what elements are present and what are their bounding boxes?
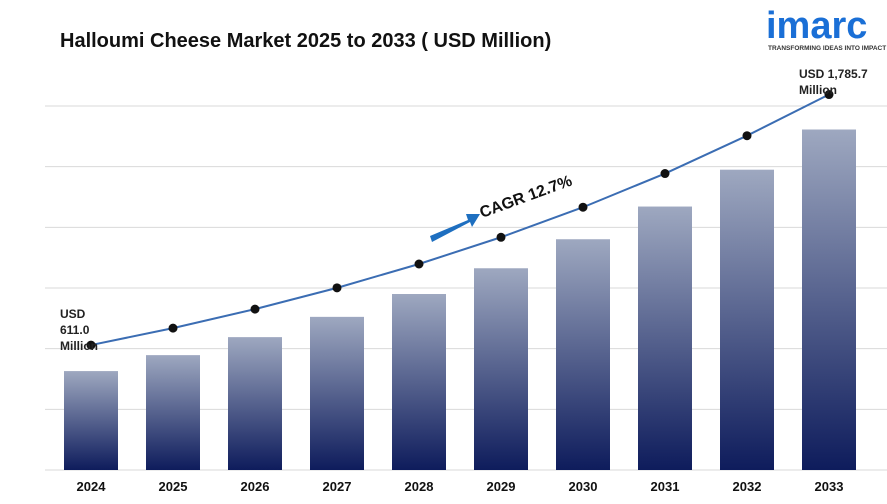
logo-name: imarc	[766, 5, 867, 47]
x-tick-label: 2031	[651, 479, 680, 494]
trend-point	[578, 202, 588, 212]
x-tick-label: 2026	[241, 479, 270, 494]
x-tick-label: 2029	[487, 479, 516, 494]
chart-title: Halloumi Cheese Market 2025 to 2033 ( US…	[60, 30, 551, 52]
bar	[802, 129, 856, 470]
trend-point	[414, 259, 424, 269]
bar	[638, 206, 692, 470]
trend-point	[824, 90, 834, 100]
trend-point	[660, 169, 670, 179]
trend-point	[332, 283, 342, 293]
bar	[146, 355, 200, 470]
bar	[228, 337, 282, 470]
bar	[556, 239, 610, 470]
trend-point	[168, 323, 178, 333]
bar	[392, 294, 446, 470]
x-tick-label: 2033	[815, 479, 844, 494]
x-tick-label: 2032	[733, 479, 762, 494]
x-tick-label: 2028	[405, 479, 434, 494]
trend-point	[742, 131, 752, 141]
trend-point	[496, 232, 506, 242]
bar	[310, 316, 364, 470]
cagr-arrow	[430, 214, 480, 242]
trend-line	[90, 93, 830, 347]
cagr-label: CAGR 12.7%	[478, 173, 575, 222]
trend-point	[86, 340, 96, 350]
bar	[720, 169, 774, 471]
logo-tagline: TRANSFORMING IDEAS INTO IMPACT	[768, 45, 886, 52]
x-tick-label: 2030	[569, 479, 598, 494]
x-tick-label: 2027	[323, 479, 352, 494]
value-label: USD 611.0 Million	[60, 307, 98, 353]
x-tick-label: 2024	[77, 479, 107, 494]
trend-point	[250, 304, 260, 314]
bar	[474, 268, 528, 470]
bar	[64, 371, 118, 470]
x-tick-label: 2025	[159, 479, 188, 494]
value-label: USD 1,785.7 Million	[799, 67, 868, 97]
